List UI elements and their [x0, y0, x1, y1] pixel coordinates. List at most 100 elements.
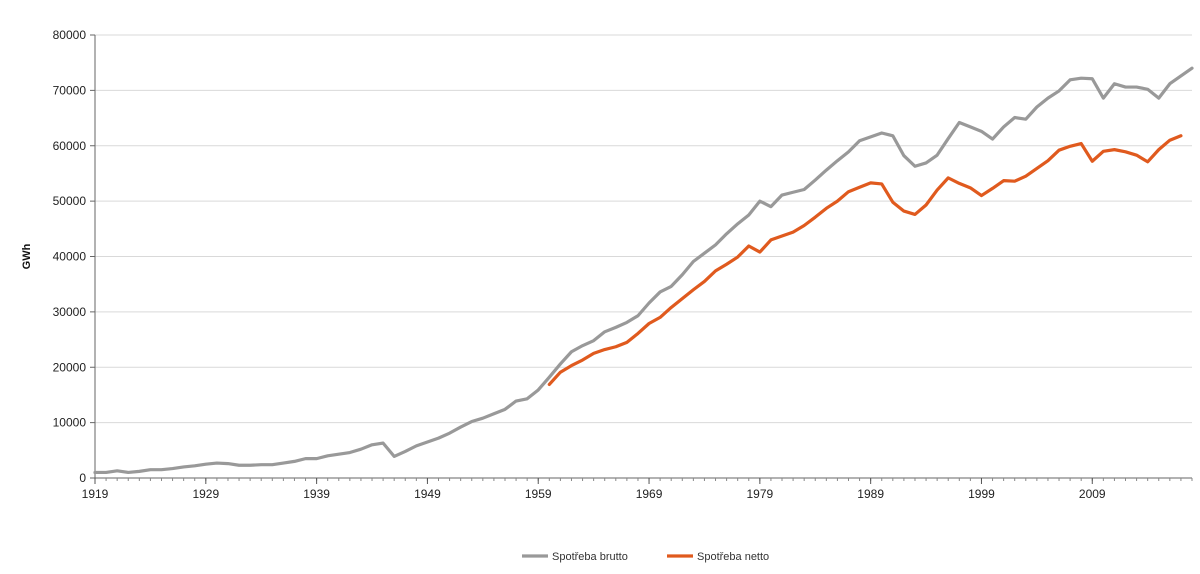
- data-point: [1035, 106, 1038, 109]
- data-point: [925, 204, 928, 207]
- x-tick-label: 1939: [303, 487, 330, 501]
- data-point: [393, 455, 396, 458]
- y-tick-label: 70000: [53, 83, 87, 97]
- data-point: [758, 200, 761, 203]
- data-point: [526, 397, 529, 400]
- data-point: [581, 344, 584, 347]
- data-point: [625, 321, 628, 324]
- data-point: [781, 194, 784, 197]
- data-point: [1013, 116, 1016, 119]
- data-point: [758, 251, 761, 254]
- data-point: [880, 183, 883, 186]
- data-point: [925, 162, 928, 165]
- data-point: [592, 339, 595, 342]
- data-point: [348, 451, 351, 454]
- data-point: [592, 352, 595, 355]
- data-point: [637, 314, 640, 317]
- data-point: [958, 182, 961, 185]
- data-point: [880, 132, 883, 135]
- data-point: [1069, 145, 1072, 148]
- data-point: [493, 412, 496, 415]
- y-tick-label: 60000: [53, 139, 87, 153]
- data-point: [725, 232, 728, 235]
- data-point: [149, 468, 152, 471]
- data-point: [603, 330, 606, 333]
- y-axis-title: GWh: [21, 243, 33, 269]
- data-point: [914, 213, 917, 216]
- data-point: [969, 186, 972, 189]
- data-point: [969, 126, 972, 129]
- data-point: [991, 138, 994, 141]
- data-point: [481, 417, 484, 420]
- data-point: [1113, 82, 1116, 85]
- x-tick-label: 1929: [192, 487, 219, 501]
- y-tick-label: 80000: [53, 28, 87, 42]
- data-point: [770, 205, 773, 208]
- data-point: [537, 389, 540, 392]
- data-point: [271, 463, 274, 466]
- data-point: [282, 462, 285, 465]
- data-point: [736, 222, 739, 225]
- data-point: [1135, 86, 1138, 89]
- data-point: [670, 306, 673, 309]
- x-tick-label: 1959: [525, 487, 552, 501]
- data-point: [382, 442, 385, 445]
- x-tick-label: 1979: [746, 487, 773, 501]
- data-point: [936, 189, 939, 192]
- data-point: [803, 188, 806, 191]
- x-tick-label: 1919: [82, 487, 109, 501]
- data-point: [548, 376, 551, 379]
- data-point: [825, 169, 828, 172]
- data-point: [836, 159, 839, 162]
- data-point: [1058, 149, 1061, 152]
- data-point: [1091, 77, 1094, 80]
- data-point: [836, 200, 839, 203]
- y-tick-label: 10000: [53, 416, 87, 430]
- y-tick-label: 30000: [53, 305, 87, 319]
- data-point: [648, 322, 651, 325]
- data-point: [947, 176, 950, 179]
- data-point: [659, 291, 662, 294]
- data-point: [426, 441, 429, 444]
- data-point: [470, 420, 473, 423]
- y-tick-label: 50000: [53, 194, 87, 208]
- y-tick-labels: 0 10000 20000 30000 40000 50000 60000 70000 8000…: [53, 28, 87, 485]
- data-point: [371, 443, 374, 446]
- data-point: [448, 432, 451, 435]
- data-point: [902, 154, 905, 157]
- data-point: [914, 165, 917, 168]
- data-point: [559, 363, 562, 366]
- data-point: [681, 273, 684, 276]
- data-point: [869, 135, 872, 138]
- data-point: [803, 224, 806, 227]
- y-tick-label: 20000: [53, 360, 87, 374]
- data-point: [770, 238, 773, 241]
- data-point: [670, 285, 673, 288]
- data-point: [160, 468, 163, 471]
- data-point: [171, 467, 174, 470]
- data-point: [980, 194, 983, 197]
- data-point: [138, 470, 141, 473]
- x-tick-labels: 1919 1929 1939 1949 1959 1969 1979 1989 1999 2009: [82, 487, 1106, 501]
- series-lines: [93, 66, 1194, 475]
- data-point: [703, 280, 706, 283]
- x-tick-label: 1999: [968, 487, 995, 501]
- data-point: [747, 214, 750, 217]
- data-point: [127, 471, 130, 474]
- data-point: [1168, 139, 1171, 142]
- grid-lines: [95, 34, 1192, 424]
- data-point: [603, 348, 606, 351]
- data-point: [1002, 179, 1005, 182]
- data-point: [736, 256, 739, 259]
- data-point: [404, 450, 407, 453]
- data-point: [825, 207, 828, 210]
- data-point: [260, 463, 263, 466]
- data-point: [792, 191, 795, 194]
- data-point: [1124, 86, 1127, 89]
- data-point: [515, 400, 518, 403]
- data-point: [1146, 88, 1149, 91]
- data-point: [1157, 148, 1160, 151]
- data-point: [1024, 118, 1027, 121]
- data-point: [703, 252, 706, 255]
- data-point: [459, 426, 462, 429]
